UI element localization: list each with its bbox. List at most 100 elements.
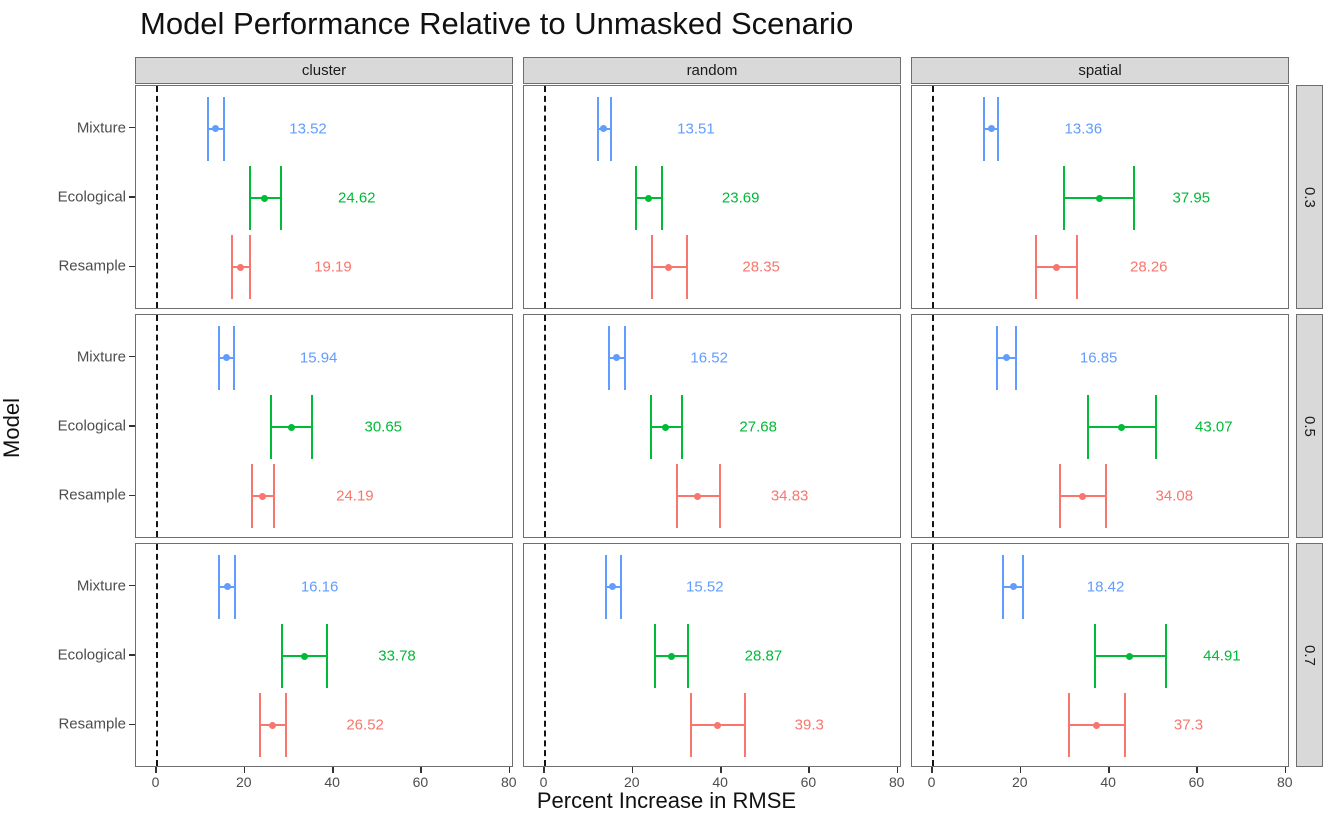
panel-cluster-0.5: 15.94 30.65 24.19 (135, 314, 513, 538)
errorbar-cap-resample (676, 464, 679, 529)
point-estimate-ecological (1095, 194, 1103, 202)
value-label-resample: 39.3 (794, 716, 824, 734)
errorbar-cap-ecological (1133, 166, 1136, 230)
x-axis-tick-label: 40 (1100, 774, 1116, 790)
point-estimate-mixture (223, 583, 231, 591)
value-label-mixture: 18.42 (1086, 578, 1125, 596)
value-label-mixture: 16.85 (1079, 349, 1118, 367)
value-label-ecological: 24.62 (337, 189, 376, 207)
errorbar-cap-mixture (223, 96, 226, 161)
value-label-ecological: 37.95 (1172, 189, 1211, 207)
errorbar-cap-mixture (218, 325, 221, 390)
x-axis-tick-label: 0 (151, 774, 160, 790)
errorbar-cap-ecological (248, 166, 251, 230)
errorbar-cap-resample (251, 464, 254, 529)
x-axis-tick (243, 767, 246, 773)
point-estimate-mixture (212, 125, 220, 133)
y-axis-tick (129, 126, 135, 129)
zero-reference-line (156, 544, 159, 766)
x-axis-tick-label: 80 (888, 774, 905, 790)
facet-column-label: cluster (301, 62, 347, 79)
point-estimate-ecological (287, 423, 295, 431)
errorbar-cap-resample (272, 464, 275, 529)
value-label-mixture: 15.94 (299, 349, 338, 367)
errorbar-cap-resample (1058, 464, 1061, 529)
x-axis-tick-label: 20 (1012, 774, 1028, 790)
facet-row-strip-0.7: 0.7 (1296, 543, 1323, 767)
errorbar-cap-ecological (1165, 624, 1168, 688)
value-label-resample: 28.35 (742, 258, 780, 276)
y-axis-tick (129, 654, 135, 656)
facet-column-strip-spatial: spatial (911, 57, 1289, 84)
y-axis-label-ecological: Ecological (57, 188, 126, 206)
value-label-ecological: 44.91 (1203, 647, 1241, 665)
x-axis-tick (155, 767, 157, 773)
value-label-resample: 34.83 (770, 487, 809, 505)
value-label-mixture: 16.16 (300, 578, 339, 596)
errorbar-cap-resample (718, 464, 721, 529)
point-estimate-ecological (1126, 652, 1134, 660)
value-label-ecological: 27.68 (739, 418, 777, 436)
facet-row-label: 0.7 (1301, 644, 1318, 666)
y-axis-tick (129, 355, 135, 358)
point-estimate-ecological (667, 652, 675, 660)
zero-reference-line (932, 315, 935, 537)
point-estimate-resample (713, 721, 721, 729)
y-axis-label-mixture: Mixture (76, 577, 126, 595)
x-axis-tick-label: 20 (236, 774, 252, 790)
y-axis-label-mixture: Mixture (76, 119, 126, 137)
errorbar-cap-resample (1124, 693, 1127, 758)
errorbar-cap-ecological (310, 395, 313, 459)
point-estimate-resample (269, 721, 277, 729)
point-estimate-mixture (613, 354, 621, 362)
point-estimate-ecological (662, 423, 670, 431)
x-axis-tick-label: 80 (500, 774, 517, 790)
x-axis-tick-label: 60 (800, 774, 817, 790)
point-estimate-ecological (261, 194, 269, 202)
errorbar-cap-ecological (661, 166, 664, 230)
facet-row-strip-0.5: 0.5 (1296, 314, 1323, 538)
point-estimate-mixture (1002, 354, 1010, 362)
errorbar-cap-ecological (1093, 624, 1096, 688)
value-label-mixture: 13.52 (289, 120, 327, 138)
errorbar-cap-mixture (218, 554, 221, 619)
errorbar-cap-mixture (983, 96, 986, 161)
x-axis-tick-label: 80 (1276, 774, 1293, 790)
point-estimate-resample (1078, 492, 1086, 500)
panel-random-0.3: 13.51 23.69 28.35 (523, 85, 901, 309)
point-estimate-resample (693, 492, 701, 500)
errorbar-cap-mixture (610, 96, 613, 161)
errorbar-cap-resample (231, 235, 234, 300)
errorbar-cap-ecological (269, 395, 272, 459)
x-axis-tick (1196, 767, 1198, 773)
errorbar-cap-ecological (1062, 166, 1065, 230)
y-axis-tick (129, 584, 135, 587)
x-axis-tick (543, 767, 545, 773)
errorbar-cap-mixture (604, 554, 607, 619)
errorbar-cap-resample (1035, 235, 1038, 300)
facet-column-label: spatial (1078, 62, 1122, 79)
zero-reference-line (932, 544, 935, 766)
errorbar-cap-ecological (1087, 395, 1090, 459)
zero-reference-line (544, 544, 547, 766)
facet-column-strip-random: random (523, 57, 901, 84)
errorbar-cap-ecological (325, 624, 328, 688)
facet-column-strip-cluster: cluster (135, 57, 513, 84)
errorbar-cap-mixture (207, 96, 210, 161)
errorbar-cap-mixture (1014, 325, 1017, 390)
panel-spatial-0.3: 13.36 37.95 28.26 (911, 85, 1289, 309)
point-estimate-ecological (644, 194, 652, 202)
errorbar-cap-mixture (596, 96, 599, 161)
errorbar-cap-resample (1076, 235, 1079, 300)
point-estimate-mixture (222, 354, 230, 362)
x-axis-tick-label: 60 (1188, 774, 1205, 790)
x-axis-tick-label: 40 (712, 774, 728, 790)
zero-reference-line (544, 86, 547, 308)
errorbar-cap-mixture (997, 96, 1000, 161)
zero-reference-line (544, 315, 547, 537)
errorbar-cap-resample (650, 235, 653, 300)
x-axis-tick-label: 0 (927, 774, 936, 790)
x-axis-tick (720, 767, 722, 773)
x-axis-tick (896, 767, 899, 773)
